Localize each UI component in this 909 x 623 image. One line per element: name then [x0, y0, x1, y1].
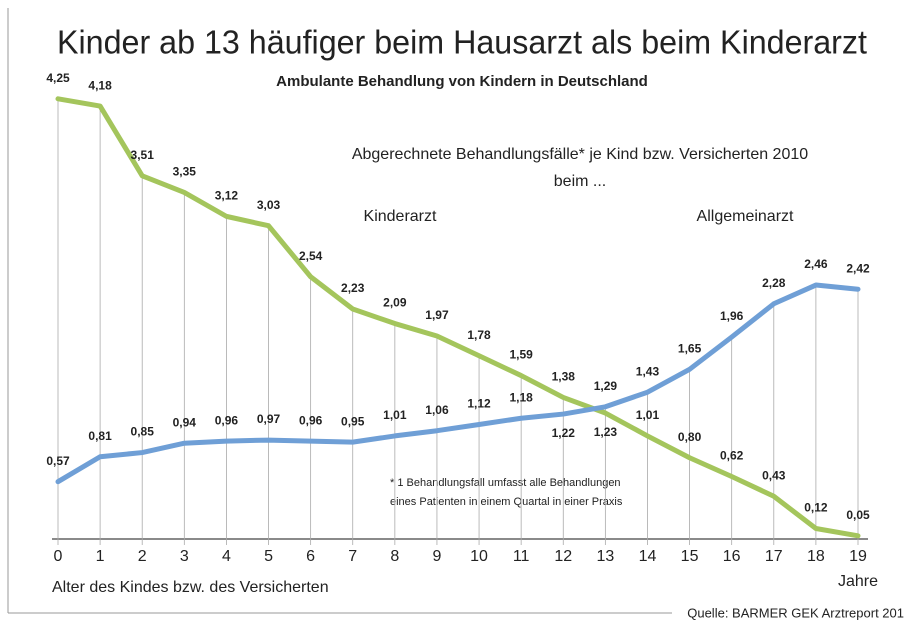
x-tick-label: 8 — [390, 548, 399, 565]
data-label: 1,18 — [509, 390, 533, 404]
x-tick-label: 5 — [264, 548, 273, 565]
x-axis-label: Alter des Kindes bzw. des Versicherten — [52, 579, 329, 596]
x-tick-label: 13 — [596, 548, 614, 565]
data-label: 0,62 — [720, 449, 744, 463]
x-tick-label: 10 — [470, 548, 488, 565]
x-tick-label: 1 — [96, 548, 105, 565]
data-label: 3,51 — [131, 148, 155, 162]
data-label: 1,65 — [678, 341, 702, 355]
x-tick-label: 4 — [222, 548, 231, 565]
x-tick-label: 12 — [554, 548, 572, 565]
x-tick-label: 7 — [348, 548, 357, 565]
data-label: 0,94 — [173, 415, 197, 429]
chart-title: Kinder ab 13 häufiger beim Hausarzt als … — [57, 24, 867, 61]
data-label: 1,59 — [509, 348, 533, 362]
data-label: 0,96 — [215, 413, 239, 427]
data-label: 1,97 — [425, 308, 449, 322]
chart-subtitle: Ambulante Behandlung von Kindern in Deut… — [276, 73, 648, 90]
series-line — [55, 96, 861, 539]
annotation: beim ... — [554, 173, 606, 190]
data-label: 0,57 — [46, 454, 70, 468]
data-label: 0,97 — [257, 412, 281, 426]
data-label: 2,46 — [804, 257, 828, 271]
x-tick-label: 6 — [306, 548, 315, 565]
data-label: 1,78 — [467, 328, 491, 342]
x-tick-label: 18 — [807, 548, 825, 565]
series-label: Allgemeinarzt — [697, 208, 794, 225]
data-label: 2,28 — [762, 276, 786, 290]
data-label: 3,12 — [215, 189, 239, 203]
x-tick-label: 2 — [138, 548, 147, 565]
x-tick-label: 17 — [765, 548, 783, 565]
data-label: 0,80 — [678, 430, 702, 444]
data-label: 3,35 — [173, 165, 197, 179]
data-label: 1,01 — [636, 408, 660, 422]
data-label: 2,54 — [299, 249, 323, 263]
data-label: 1,23 — [594, 425, 618, 439]
x-tick-label: 14 — [639, 548, 657, 565]
data-label: 2,23 — [341, 281, 365, 295]
annotation: Abgerechnete Behandlungsfälle* je Kind b… — [352, 146, 808, 163]
data-label: 1,38 — [552, 370, 576, 384]
data-label: 0,85 — [131, 425, 155, 439]
footnote: eines Patienten in einem Quartal in eine… — [390, 496, 623, 508]
x-tick-label: 0 — [54, 548, 63, 565]
footnote: * 1 Behandlungsfall umfasst alle Behandl… — [390, 477, 621, 489]
data-label: 4,25 — [46, 71, 70, 85]
x-tick-label: 11 — [513, 548, 530, 565]
data-label: 1,12 — [467, 397, 491, 411]
data-label: 0,81 — [88, 429, 112, 443]
x-tick-label: 15 — [681, 548, 699, 565]
data-label: 1,06 — [425, 403, 449, 417]
x-unit: Jahre — [838, 573, 878, 590]
source: Quelle: BARMER GEK Arztreport 201 — [687, 605, 904, 620]
series-line — [55, 282, 861, 485]
data-label: 1,29 — [594, 379, 618, 393]
data-label: 1,22 — [552, 426, 576, 440]
x-tick-label: 16 — [723, 548, 741, 565]
series-label: Kinderarzt — [364, 208, 437, 225]
data-label: 4,18 — [88, 78, 112, 92]
data-label: 0,95 — [341, 414, 365, 428]
data-label: 0,96 — [299, 413, 323, 427]
x-tick-label: 3 — [180, 548, 189, 565]
data-label: 1,43 — [636, 364, 660, 378]
data-label: 1,96 — [720, 309, 744, 323]
data-label: 1,01 — [383, 408, 407, 422]
data-label: 3,03 — [257, 198, 281, 212]
data-label: 0,05 — [846, 508, 870, 522]
data-label: 2,09 — [383, 296, 407, 310]
data-label: 0,12 — [804, 501, 828, 515]
data-label: 0,43 — [762, 468, 786, 482]
x-tick-label: 19 — [849, 548, 867, 565]
x-tick-label: 9 — [432, 548, 441, 565]
data-label: 2,42 — [846, 261, 870, 275]
